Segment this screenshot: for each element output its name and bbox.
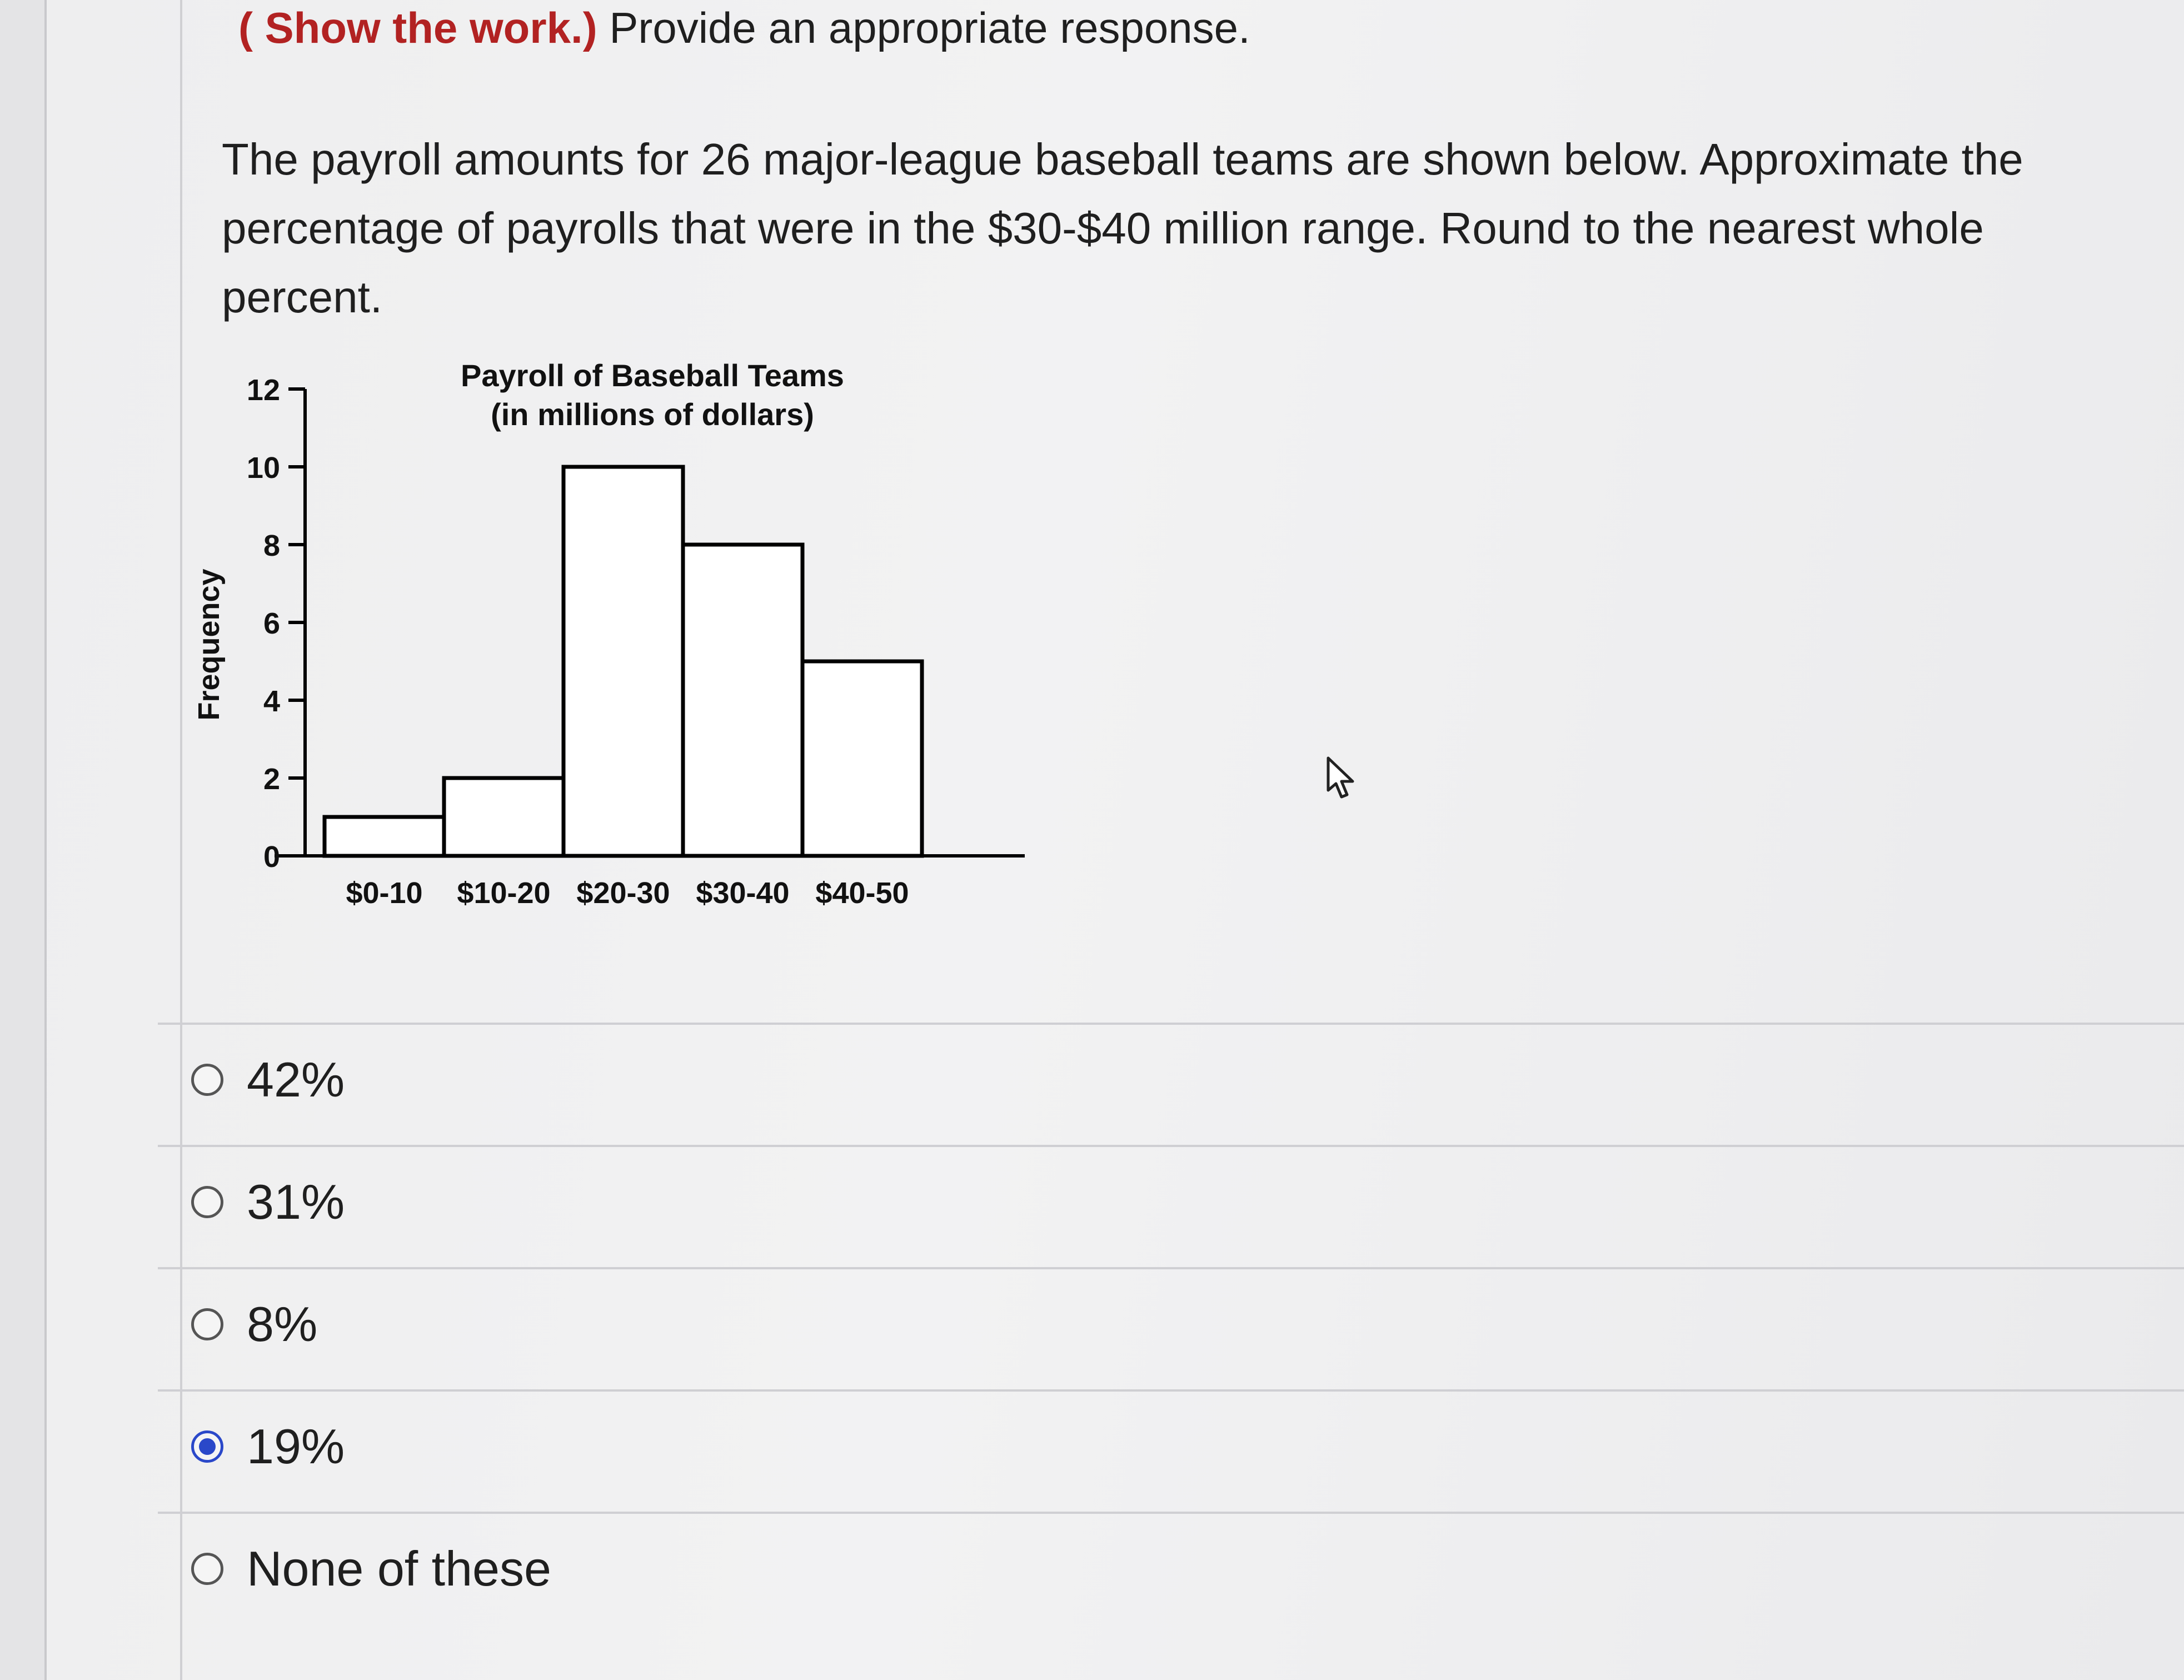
x-category-label: $40-50 <box>815 876 909 910</box>
y-tick-label: 0 <box>263 840 280 874</box>
option-label[interactable]: 8% <box>247 1297 318 1352</box>
histogram-bar <box>681 542 805 858</box>
option-label[interactable]: None of these <box>247 1541 551 1596</box>
show-work-label: ( Show the work.) <box>238 3 597 52</box>
y-tick-label: 2 <box>263 762 280 796</box>
radio-button[interactable] <box>191 1186 223 1218</box>
radio-button[interactable] <box>191 1553 223 1585</box>
radio-button[interactable] <box>191 1308 223 1340</box>
x-category-label: $30-40 <box>696 876 789 910</box>
instructions-text: Provide an appropriate response. <box>597 3 1250 52</box>
y-tick-label: 4 <box>263 685 280 718</box>
x-category-label: $0-10 <box>346 876 422 910</box>
instructions: ( Show the work.) Provide an appropriate… <box>238 3 1250 53</box>
chart-title: Payroll of Baseball Teams <box>461 358 844 393</box>
option-row[interactable]: 8% <box>158 1267 2184 1389</box>
y-tick-label: 8 <box>263 529 280 562</box>
option-row[interactable]: 42% <box>158 1023 2184 1145</box>
option-label[interactable]: 19% <box>247 1419 345 1474</box>
y-tick-label: 12 <box>247 373 280 407</box>
histogram-chart: Payroll of Baseball Teams (in millions of… <box>186 356 1041 928</box>
left-gutter <box>47 0 182 1680</box>
x-category-label: $10-20 <box>457 876 550 910</box>
y-axis-label: Frequency <box>192 569 226 720</box>
radio-button[interactable] <box>191 1430 223 1463</box>
question-page: ( Show the work.) Provide an appropriate… <box>44 0 2184 1680</box>
mouse-cursor-icon <box>1327 756 1354 799</box>
histogram-bar <box>561 465 685 858</box>
histogram-bar <box>800 659 924 858</box>
option-label[interactable]: 31% <box>247 1174 345 1229</box>
option-row[interactable]: 31% <box>158 1145 2184 1267</box>
radio-button[interactable] <box>191 1064 223 1096</box>
chart-subtitle: (in millions of dollars) <box>491 397 814 432</box>
histogram-bar <box>322 815 446 858</box>
option-label[interactable]: 42% <box>247 1052 345 1107</box>
question-text: The payroll amounts for 26 major-league … <box>222 134 2023 322</box>
y-tick-label: 6 <box>263 607 280 640</box>
histogram-bar <box>442 776 566 858</box>
option-row[interactable]: 19% <box>158 1389 2184 1512</box>
option-row[interactable]: None of these <box>158 1512 2184 1634</box>
answer-options: 42% 31% 8% 19% None of these <box>158 1023 2184 1634</box>
histogram-svg: Payroll of Baseball Teams (in millions of… <box>192 358 1025 910</box>
x-category-label: $20-30 <box>576 876 670 910</box>
y-tick-label: 10 <box>247 451 280 485</box>
